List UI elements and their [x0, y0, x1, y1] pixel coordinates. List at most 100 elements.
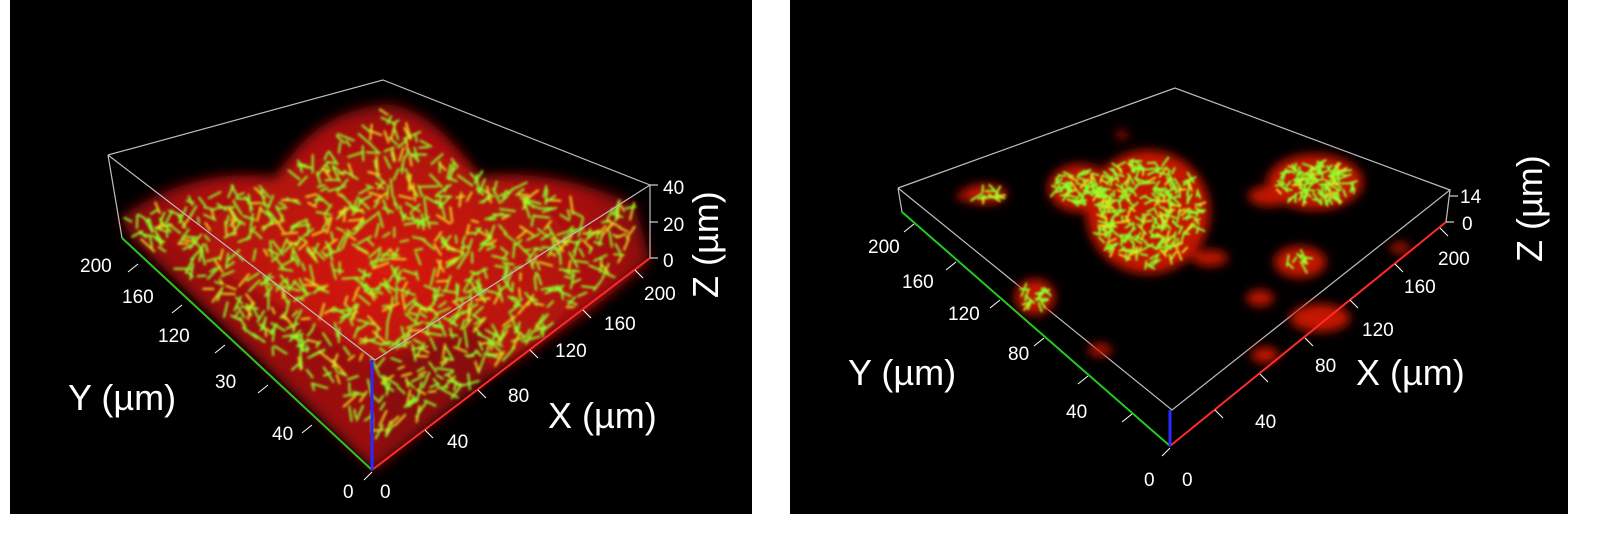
bacterium [1279, 170, 1293, 175]
bacterium [332, 164, 345, 176]
bacterium [1128, 227, 1137, 234]
bacterium [499, 283, 510, 292]
bacterium [619, 204, 626, 212]
bacterium [472, 317, 487, 333]
bacterium [511, 181, 528, 191]
bacterium [539, 313, 549, 325]
bacterium [299, 347, 310, 353]
bacterium [215, 206, 236, 209]
x-tick-label: 40 [1255, 412, 1276, 433]
bacterium [1101, 174, 1113, 182]
bacterium [343, 170, 359, 180]
bacterium [1131, 236, 1143, 245]
bacterium [414, 302, 428, 313]
bacterium [439, 195, 452, 208]
bacterium [1149, 258, 1161, 268]
bacterium [297, 241, 308, 251]
bacterium [369, 259, 375, 268]
bacterium [533, 276, 538, 291]
bacterium [352, 305, 357, 320]
bacterium [320, 284, 329, 291]
bacterium [1152, 180, 1161, 191]
bacterium [389, 178, 394, 198]
bacterium [1146, 208, 1154, 213]
bacterium [356, 246, 370, 255]
bacterium [1027, 299, 1033, 311]
bacterium [268, 211, 278, 223]
bacterium [340, 193, 350, 204]
bacterium [1161, 156, 1170, 168]
bacterium [306, 329, 314, 337]
bacterium [1336, 162, 1339, 173]
bacterium [1105, 200, 1110, 212]
bacterium [296, 339, 309, 348]
bacterium [380, 374, 395, 384]
bacterium [256, 310, 266, 323]
bacterium [1141, 213, 1144, 226]
bacterium [204, 243, 209, 253]
bacterium [540, 285, 560, 291]
bacterium [442, 240, 450, 251]
bacterium [1166, 198, 1177, 207]
bacterium [442, 236, 451, 249]
bacterium [377, 210, 384, 229]
bacterium [1276, 180, 1285, 184]
z-tick-label: 0 [663, 251, 674, 272]
bacterium [504, 187, 514, 200]
bacterium [1082, 189, 1094, 196]
bacterium [261, 220, 280, 229]
bacterium [453, 304, 463, 323]
bacterium [1301, 162, 1315, 169]
bacterium [383, 130, 390, 144]
bacterium [177, 214, 187, 229]
x-tick-label: 160 [1404, 277, 1436, 298]
bacterium [1299, 191, 1307, 204]
bacterium [1124, 221, 1135, 229]
bacterium [1092, 172, 1100, 177]
bacterium [1287, 192, 1298, 203]
biofilm-colonies [957, 131, 1410, 363]
bacterium [167, 209, 184, 217]
bacterium [405, 202, 421, 213]
x-axis-title: X (µm) [548, 395, 657, 436]
bacterium [209, 267, 217, 273]
bacterium [220, 270, 235, 278]
bacterium [1298, 190, 1309, 194]
bacterium [482, 267, 488, 280]
bacterium [285, 299, 291, 315]
bacterium [324, 248, 342, 257]
bacterium [253, 230, 263, 240]
bacterium [331, 166, 341, 183]
bacterium [374, 222, 380, 238]
bacterium [1092, 191, 1101, 198]
bacterium [463, 329, 469, 349]
bacterium [393, 196, 396, 207]
bacterium [245, 293, 256, 306]
bacterium [343, 346, 351, 356]
bacterium [352, 390, 367, 396]
bacterium [429, 173, 443, 188]
bacterium [413, 247, 424, 252]
bacterium [437, 318, 447, 337]
bacterium [1286, 262, 1294, 270]
bacterium [335, 135, 346, 144]
bacterium [1147, 176, 1157, 183]
bacterium [547, 288, 563, 292]
bacterium [441, 289, 457, 294]
bacterium [278, 201, 287, 207]
bacterium [291, 246, 301, 264]
bacterium [355, 405, 364, 422]
bacterium [446, 177, 458, 183]
y-tick-label: 40 [272, 424, 293, 445]
bacterium [385, 320, 389, 340]
bacterium [403, 398, 414, 408]
bacterium [479, 178, 486, 193]
bacterium [330, 231, 334, 241]
bacterium [433, 243, 442, 256]
bacterium [1098, 236, 1106, 244]
bacterium [384, 424, 394, 437]
bacterium [519, 225, 535, 237]
bacterium [614, 206, 620, 222]
bacterium [361, 145, 365, 162]
bacterium [1299, 249, 1308, 262]
